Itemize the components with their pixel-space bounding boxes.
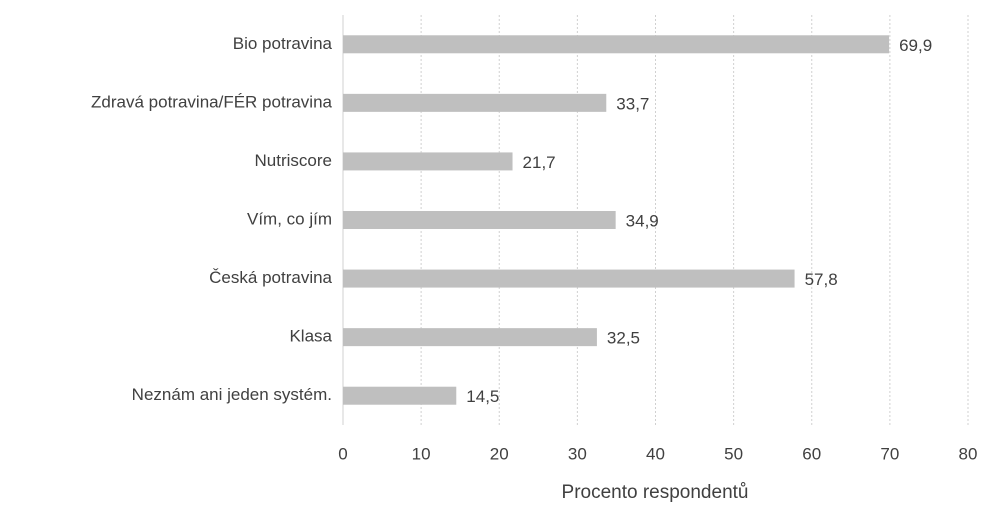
y-tick-label: Zdravá potravina/FÉR potravina [91,92,332,111]
value-label: 21,7 [523,153,556,172]
bar [343,152,513,171]
x-tick-label: 0 [338,444,347,463]
y-tick-label: Nutriscore [255,151,332,170]
value-label: 57,8 [805,270,838,289]
bar [343,269,795,288]
x-tick-label: 20 [490,444,509,463]
x-tick-label: 50 [724,444,743,463]
x-axis-title: Procento respondentů [562,482,749,503]
bar [343,211,616,229]
y-tick-label: Neznám ani jeden systém. [132,385,332,404]
bar [343,35,890,54]
x-tick-label: 30 [568,444,587,463]
x-tick-label: 80 [959,444,978,463]
value-label: 34,9 [626,211,659,230]
value-label: 33,7 [616,94,649,113]
x-tick-label: 60 [802,444,821,463]
x-tick-label: 70 [880,444,899,463]
y-tick-label: Česká potravina [209,268,332,287]
y-tick-label: Bio potravina [233,34,333,53]
value-label: 32,5 [607,329,640,348]
bar [343,328,597,347]
value-label: 14,5 [466,387,499,406]
x-tick-label: 40 [646,444,665,463]
y-tick-label: Klasa [289,327,332,346]
value-label: 69,9 [899,36,932,55]
y-tick-label: Vím, co jím [247,209,332,228]
bar [343,386,457,405]
x-tick-label: 10 [412,444,431,463]
bar [343,93,607,112]
